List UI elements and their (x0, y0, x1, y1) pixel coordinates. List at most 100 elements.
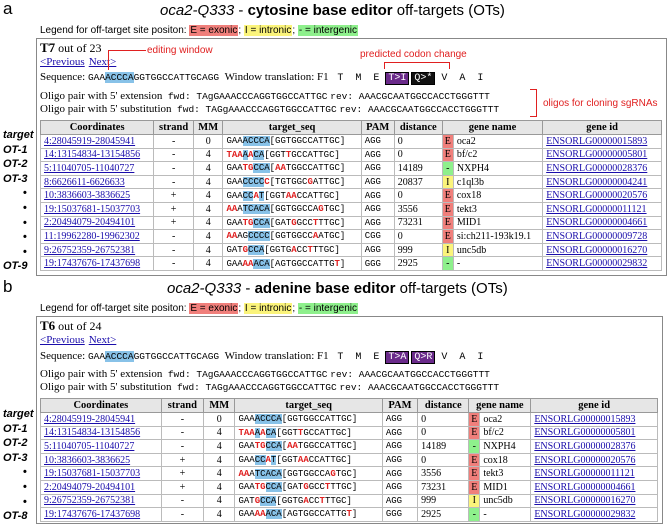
pam-cell: AGG (381, 479, 419, 495)
coordinates-link[interactable]: 4:28045919-28045941 (44, 413, 136, 425)
panel-a-sequence-line: Sequence: GAAACCCAGGTGGCCATTGCAGG Window… (40, 71, 484, 85)
table-row: 9:26752359-26752381 -4 GATGCCA[GGTGACCTTTG… (40, 493, 658, 509)
column-header: target_seq (222, 120, 362, 135)
gene-id-link[interactable]: ENSORLG00000004241 (546, 176, 648, 188)
panel-a-legend: Legend for off-target site positon: E = … (40, 25, 358, 36)
gene-name-cell: unc5db (452, 242, 544, 258)
strand-cell: - (160, 425, 205, 441)
coordinates-link[interactable]: 14:13154834-13154856 (44, 149, 141, 161)
mismatch-cell: 4 (203, 479, 236, 495)
coordinates-link[interactable]: 5:11040705-11040727 (44, 162, 135, 174)
gene-id-link[interactable]: ENSORLG00000028376 (546, 162, 648, 174)
column-header: gene name (468, 398, 532, 413)
gene-id-link[interactable]: ENSORLG00000005801 (546, 149, 648, 161)
gene-id-link[interactable]: ENSORLG00000029832 (534, 508, 636, 520)
coordinates-link[interactable]: 2:20494079-20494101 (44, 481, 136, 493)
row-label: target (3, 408, 34, 420)
gene-name-cell: NXPH4 (479, 439, 532, 454)
gene-id-link[interactable]: ENSORLG00000011121 (546, 203, 647, 215)
coordinates-link[interactable]: 19:15037681-15037703 (44, 468, 141, 480)
distance-cell: 0 (393, 134, 443, 149)
row-label: OT-3 (3, 172, 28, 185)
seq-segment: CC (254, 455, 266, 466)
gene-id-link[interactable]: ENSORLG00000016270 (546, 244, 648, 256)
previous-link[interactable]: <Previous (40, 334, 85, 346)
distance-cell: 999 (393, 242, 443, 258)
row-label: OT-2 (3, 158, 28, 171)
previous-link[interactable]: <Previous (40, 56, 85, 68)
gene-id-cell: ENSORLG00000004661 (530, 479, 658, 495)
gene-id-link[interactable]: ENSORLG00000016270 (534, 495, 636, 507)
pam-cell: AGG (381, 466, 419, 481)
distance-cell: 2925 (417, 507, 470, 522)
column-header: strand (160, 398, 205, 413)
seq-segment: A (303, 495, 309, 506)
table-row: 19:17437676-17437698-4 GAAAAACA[AGTGGCCAT… (40, 507, 658, 522)
pam-cell: AGG (360, 215, 395, 231)
pam-cell: AGG (381, 439, 419, 454)
coordinates-link[interactable]: 8:6626611-6626633 (44, 176, 125, 188)
seq-segment: TGC] (335, 468, 358, 479)
table-row: 5:11040705-11040727-4 GAATGCCA[AATGGCCATT… (40, 439, 658, 454)
table-row: 10:3836603-3836625 +4 GAACCAT[GGTAACCATTGC… (40, 452, 658, 468)
seq-segment: A (237, 204, 243, 215)
pam-cell: AGG (360, 188, 395, 203)
region-badge: I (441, 174, 454, 190)
gene-id-link[interactable]: ENSORLG00000020576 (534, 454, 636, 466)
gene-id-cell: ENSORLG00000029832 (530, 507, 658, 522)
panel-b-offtarget-table: Coordinates strand MM target_seq PAM distance… (40, 398, 658, 522)
codon-change-1: T>A (385, 351, 410, 364)
coordinates-link[interactable]: 2:20494079-20494101 (44, 217, 136, 229)
gene-id-link[interactable]: ENSORLG00000004661 (546, 217, 648, 229)
seq-segment: GAA (238, 455, 255, 466)
seq-segment: CCA (265, 482, 282, 493)
seq-segment: CA (265, 427, 277, 438)
seq-segment: CCCC (242, 177, 265, 188)
gene-name-cell: MID1 (452, 215, 544, 231)
pam-cell: AGG (360, 242, 395, 258)
row-label: • (23, 201, 27, 214)
gene-id-link[interactable]: ENSORLG00000004661 (534, 481, 636, 493)
gene-id-cell: ENSORLG00000015893 (530, 412, 658, 427)
coordinates-link[interactable]: 4:28045919-28045941 (44, 135, 136, 147)
annotation-codon-change: predicted codon change (360, 49, 467, 60)
seq-segment: AA (287, 441, 298, 452)
column-header: Coordinates (40, 398, 162, 413)
coordinates-link[interactable]: 11:19962280-19962302 (44, 230, 140, 242)
coordinates-link[interactable]: 10:3836603-3836625 (44, 454, 131, 466)
coordinates-cell: 8:6626611-6626633 (39, 174, 155, 190)
column-header: strand (153, 120, 194, 135)
distance-cell: 20837 (393, 174, 443, 190)
gene-id-link[interactable]: ENSORLG00000009728 (546, 230, 648, 242)
coordinates-link[interactable]: 19:15037681-15037703 (44, 203, 141, 215)
next-link[interactable]: Next> (88, 334, 117, 346)
coordinates-link[interactable]: 19:17437676-17437698 (44, 508, 141, 520)
gene-id-cell: ENSORLG00000011121 (542, 201, 662, 217)
coordinates-link[interactable]: 9:26752359-26752381 (44, 495, 136, 507)
coordinates-link[interactable]: 9:26752359-26752381 (44, 244, 136, 256)
coordinates-link[interactable]: 5:11040705-11040727 (44, 440, 135, 452)
gene-id-link[interactable]: ENSORLG00000005801 (534, 427, 636, 439)
gene-id-link[interactable]: ENSORLG00000015893 (546, 135, 648, 147)
coordinates-link[interactable]: 10:3836603-3836625 (44, 190, 131, 202)
seq-segment: GAT (226, 245, 243, 256)
gene-name-cell: cox18 (479, 452, 532, 468)
seq-segment: [GGTGGCCATTGC] (269, 136, 346, 147)
seq-segment: [GGT (276, 427, 298, 438)
gene-id-link[interactable]: ENSORLG00000015893 (534, 413, 636, 425)
coordinates-cell: 9:26752359-26752381 (39, 242, 155, 258)
coordinates-link[interactable]: 19:17437676-17437698 (44, 258, 141, 270)
next-link[interactable]: Next> (88, 56, 117, 68)
gene-id-link[interactable]: ENSORLG00000020576 (546, 190, 648, 202)
coordinates-link[interactable]: 14:13154834-13154856 (44, 427, 141, 439)
gene-id-link[interactable]: ENSORLG00000011121 (534, 468, 635, 480)
gene-id-link[interactable]: ENSORLG00000029832 (546, 258, 648, 270)
seq-segment: [GGTGGCC (269, 231, 313, 242)
distance-cell: 0 (393, 188, 443, 203)
gene-id-link[interactable]: ENSORLG00000028376 (534, 440, 636, 452)
seq-segment: AA (242, 258, 254, 269)
gene-id-cell: ENSORLG00000004241 (542, 174, 662, 190)
target-seq-cell: GAACCAT[GGTAACCATTGC] (234, 452, 383, 468)
gene-name-cell: tekt3 (479, 466, 532, 481)
mismatch-cell: 4 (192, 201, 224, 217)
